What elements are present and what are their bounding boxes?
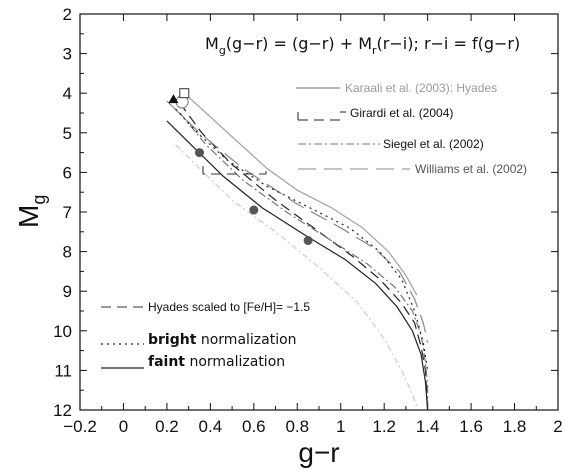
x-tick-label: 0.6 bbox=[242, 417, 266, 436]
legend-label-siegel: Siegel et al. (2002) bbox=[383, 137, 484, 151]
y-tick-label: 9 bbox=[63, 282, 72, 301]
x-tick-label: 1 bbox=[336, 417, 345, 436]
legend-top: Karaali et al. (2003): Hyades Girardi et… bbox=[296, 81, 527, 176]
legend-label-bright: bright normalization bbox=[148, 332, 297, 348]
x-tick-label: −0.2 bbox=[63, 417, 97, 436]
data-point-circle bbox=[195, 148, 204, 158]
x-tick-label: 0.2 bbox=[155, 417, 179, 436]
legend-label-karaali: Karaali et al. (2003): Hyades bbox=[345, 81, 497, 95]
data-point-circle bbox=[249, 205, 259, 215]
series-line-5 bbox=[175, 108, 429, 371]
y-tick-label: 8 bbox=[63, 243, 72, 262]
x-tick-label: 0.4 bbox=[199, 417, 223, 436]
y-tick-label: 3 bbox=[63, 45, 72, 64]
y-axis-label: Mg bbox=[13, 195, 49, 228]
markers-group bbox=[168, 88, 313, 246]
y-tick-label: 4 bbox=[63, 84, 72, 103]
x-tick-label: 1.2 bbox=[372, 417, 396, 436]
x-tick-label: 1.4 bbox=[416, 417, 440, 436]
y-tick-label: 12 bbox=[53, 401, 72, 420]
construction-lines bbox=[202, 166, 267, 175]
x-tick-label: 0.8 bbox=[285, 417, 309, 436]
legend-label-hyades-scaled: Hyades scaled to [Fe/H]= −1.5 bbox=[148, 300, 310, 314]
x-tick-label: 2 bbox=[553, 417, 562, 436]
series-line-6 bbox=[166, 120, 429, 411]
axes: −0.2 0 0.2 0.4 0.6 0.8 1 1.2 1.4 1.6 1.8 2 2 3 4 5 6 7 8 9 1… bbox=[13, 5, 563, 468]
x-tick-label: 1.8 bbox=[503, 417, 527, 436]
series-line-3 bbox=[166, 100, 429, 343]
legend-label-girardi: Girardi et al. (2004) bbox=[350, 106, 453, 120]
data-point-circle bbox=[303, 236, 313, 246]
series-group bbox=[166, 88, 429, 411]
plot-frame bbox=[79, 13, 559, 411]
y-tick-label: 10 bbox=[53, 322, 72, 341]
legend-bottom: Hyades scaled to [Fe/H]= −1.5 bright nor… bbox=[101, 300, 310, 370]
series-line-0 bbox=[179, 88, 418, 296]
equation: Mg(g−r) = (g−r) + Mr(r−i); r−i = f(g−r) bbox=[205, 34, 520, 57]
x-tick-label: 0 bbox=[119, 417, 128, 436]
y-tick-label: 2 bbox=[63, 5, 72, 24]
x-tick-label: 1.6 bbox=[459, 417, 483, 436]
y-tick-label: 11 bbox=[54, 361, 72, 380]
x-axis-label: g−r bbox=[298, 437, 339, 468]
series-line-4 bbox=[175, 144, 418, 407]
legend-swatch-girardi bbox=[297, 111, 346, 121]
legend-label-williams: Williams et al. (2002) bbox=[415, 162, 527, 176]
data-point-open-square bbox=[179, 88, 190, 99]
legend-label-faint: faint normalization bbox=[148, 354, 285, 370]
series-line-1 bbox=[179, 102, 429, 411]
y-tick-label: 6 bbox=[63, 163, 72, 182]
y-tick-label: 5 bbox=[63, 124, 72, 143]
data-point-triangle bbox=[168, 94, 179, 104]
y-tick-label: 7 bbox=[63, 203, 72, 222]
